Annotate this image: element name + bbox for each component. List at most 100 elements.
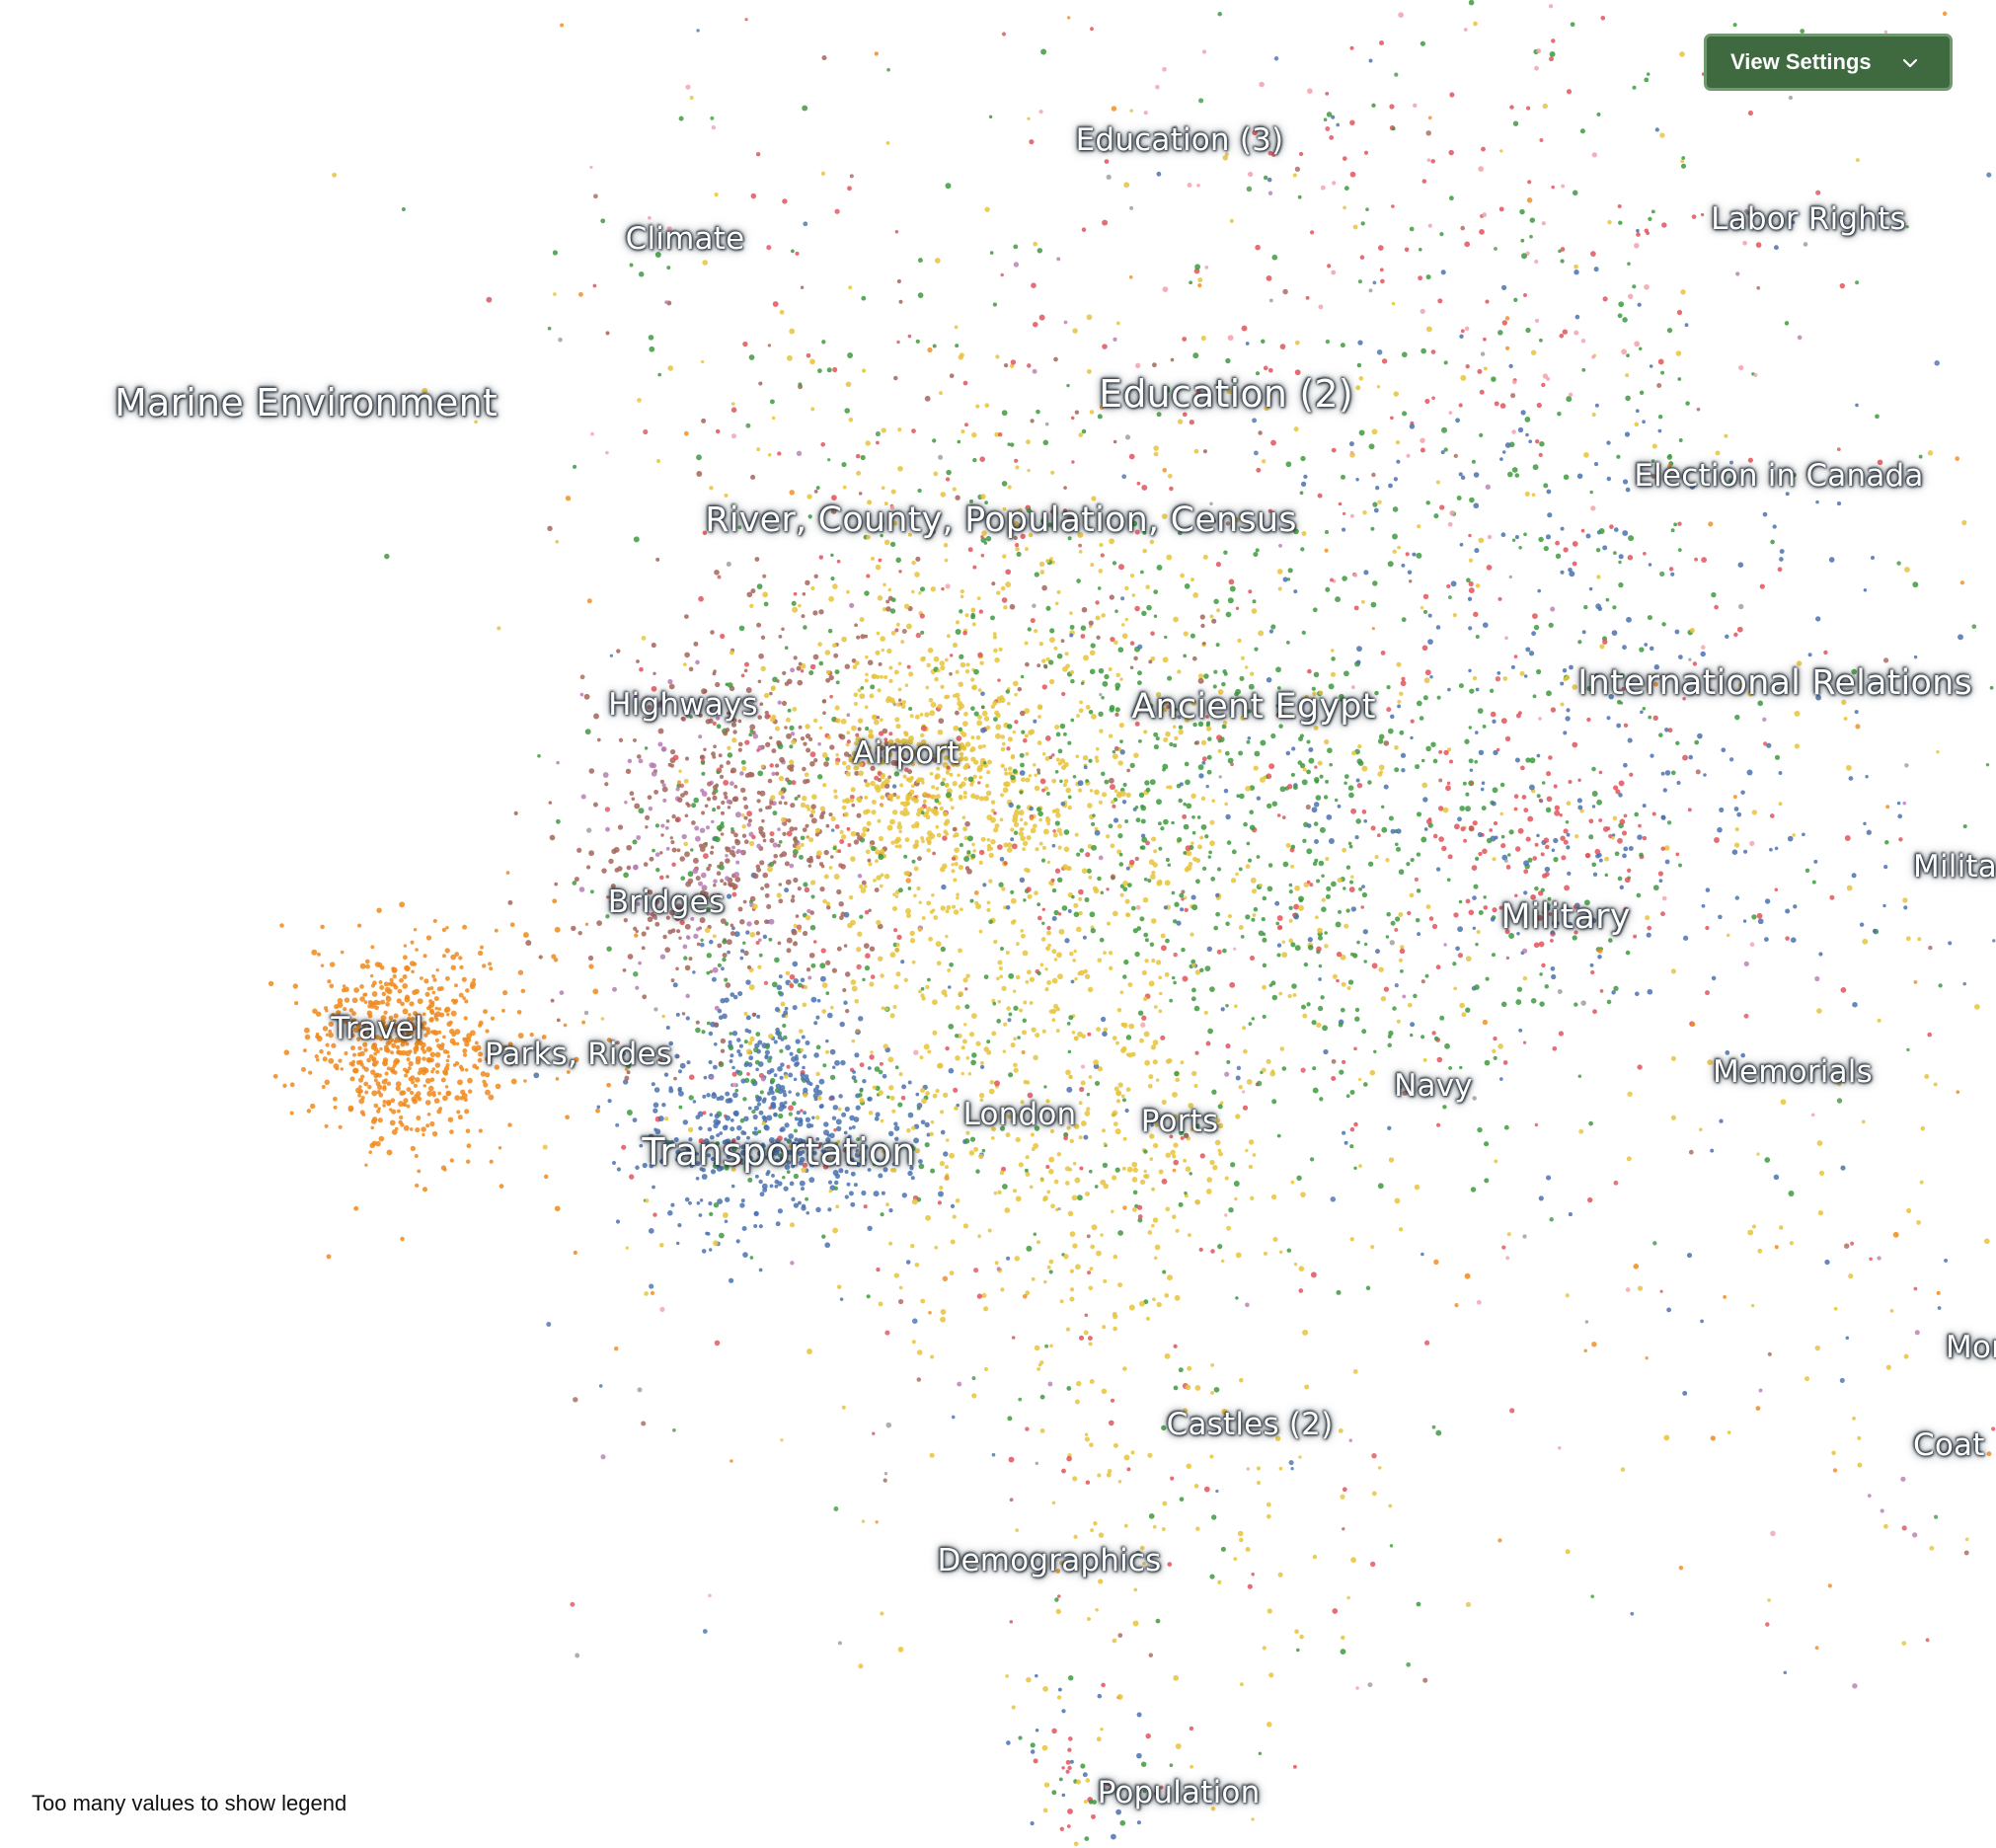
scatter-point bbox=[955, 692, 960, 698]
scatter-point bbox=[1369, 1069, 1376, 1076]
scatter-point bbox=[952, 1214, 957, 1219]
scatter-point bbox=[670, 840, 675, 845]
scatter-point bbox=[932, 999, 938, 1006]
scatter-point bbox=[1545, 534, 1552, 540]
scatter-point bbox=[870, 780, 876, 787]
scatter-point bbox=[581, 1020, 586, 1025]
scatter-point bbox=[367, 999, 373, 1005]
scatter-point bbox=[1075, 926, 1082, 933]
scatter-point bbox=[1270, 732, 1276, 739]
scatter-point bbox=[1262, 1014, 1267, 1019]
scatter-point bbox=[1410, 1022, 1416, 1028]
scatter-point bbox=[1089, 911, 1096, 918]
scatter-point bbox=[682, 944, 688, 950]
scatter-point bbox=[930, 701, 937, 708]
scatter-point bbox=[777, 827, 781, 831]
scatter-point bbox=[960, 594, 964, 599]
scatter-point bbox=[1500, 843, 1506, 849]
scatter-point bbox=[921, 839, 925, 844]
scatter-point bbox=[798, 603, 802, 608]
scatter-point bbox=[431, 1067, 436, 1071]
scatter-point bbox=[1206, 1177, 1212, 1183]
scatter-point bbox=[1022, 737, 1028, 743]
scatter-point bbox=[997, 1190, 1002, 1195]
scatter-point bbox=[869, 733, 875, 739]
scatter-point bbox=[1026, 507, 1032, 513]
scatter-point bbox=[1447, 687, 1451, 692]
scatter-point bbox=[1523, 890, 1528, 895]
scatter-point bbox=[1038, 817, 1042, 822]
scatter-point bbox=[895, 724, 901, 730]
scatter-point bbox=[683, 956, 688, 961]
scatter-point bbox=[809, 813, 814, 818]
scatter-point bbox=[470, 980, 477, 987]
scatter-point bbox=[1625, 950, 1631, 956]
scatter-point bbox=[1482, 724, 1487, 729]
scatter-point bbox=[1119, 677, 1123, 681]
scatter-point bbox=[1014, 1113, 1019, 1117]
scatter-point bbox=[1422, 695, 1428, 701]
scatter-point bbox=[1044, 735, 1051, 741]
scatter-point bbox=[1091, 844, 1098, 851]
scatter-point bbox=[541, 1035, 547, 1040]
scatter-point bbox=[923, 1043, 930, 1050]
scatter-point bbox=[844, 663, 851, 669]
scatter-point bbox=[1025, 1171, 1031, 1178]
scatter-point bbox=[1201, 756, 1207, 762]
scatter-point bbox=[979, 1060, 984, 1065]
scatter-point bbox=[796, 1142, 802, 1148]
scatter-point bbox=[1178, 798, 1183, 804]
scatter-point bbox=[653, 789, 659, 795]
scatter-point bbox=[1166, 704, 1171, 710]
scatter-point bbox=[375, 1081, 381, 1087]
scatter-point bbox=[757, 938, 762, 943]
scatter-point bbox=[733, 871, 740, 878]
scatter-point bbox=[1563, 547, 1569, 553]
scatter-point bbox=[687, 878, 694, 885]
scatter-point bbox=[857, 718, 864, 724]
scatter-point bbox=[1498, 905, 1503, 910]
scatter-point bbox=[893, 1125, 900, 1131]
scatter-point bbox=[669, 909, 675, 916]
scatter-point bbox=[940, 748, 946, 754]
scatter-point bbox=[1014, 1256, 1021, 1262]
scatter-point bbox=[1039, 778, 1046, 785]
scatter-point bbox=[1073, 902, 1079, 908]
scatter-point bbox=[1163, 736, 1169, 742]
scatter-point bbox=[930, 528, 936, 535]
scatter-point bbox=[844, 971, 851, 977]
scatter-point bbox=[1270, 439, 1276, 446]
scatter-point bbox=[929, 771, 934, 776]
scatter-point bbox=[1340, 343, 1345, 348]
scatter-point bbox=[761, 818, 765, 823]
scatter-point bbox=[880, 759, 886, 765]
scatter-point bbox=[622, 968, 627, 972]
scatter-point bbox=[1316, 1022, 1322, 1029]
scatter-point bbox=[945, 909, 950, 914]
scatter-point bbox=[316, 1036, 323, 1042]
scatter-point bbox=[984, 783, 990, 789]
scatter-point bbox=[500, 1008, 505, 1013]
scatter-point bbox=[753, 1126, 758, 1131]
scatter-point bbox=[436, 1043, 441, 1048]
scatter-point bbox=[797, 794, 801, 799]
scatter-point bbox=[393, 984, 399, 990]
scatter-point bbox=[685, 993, 690, 999]
scatter-point bbox=[904, 683, 909, 687]
scatter-point bbox=[1349, 880, 1353, 885]
scatter-point bbox=[1155, 1078, 1160, 1082]
scatter-point bbox=[749, 724, 756, 731]
scatter-point bbox=[1762, 511, 1768, 517]
scatter-point bbox=[734, 1088, 739, 1093]
scatter-point bbox=[911, 784, 915, 789]
scatter-point bbox=[815, 486, 820, 491]
scatter-point bbox=[428, 1047, 432, 1051]
scatter-point bbox=[402, 1008, 409, 1015]
scatter-point bbox=[1484, 1059, 1491, 1066]
scatter-point bbox=[825, 823, 830, 828]
scatter-point bbox=[778, 840, 783, 844]
scatter-point bbox=[908, 755, 914, 761]
scatter-point bbox=[1085, 1191, 1090, 1196]
